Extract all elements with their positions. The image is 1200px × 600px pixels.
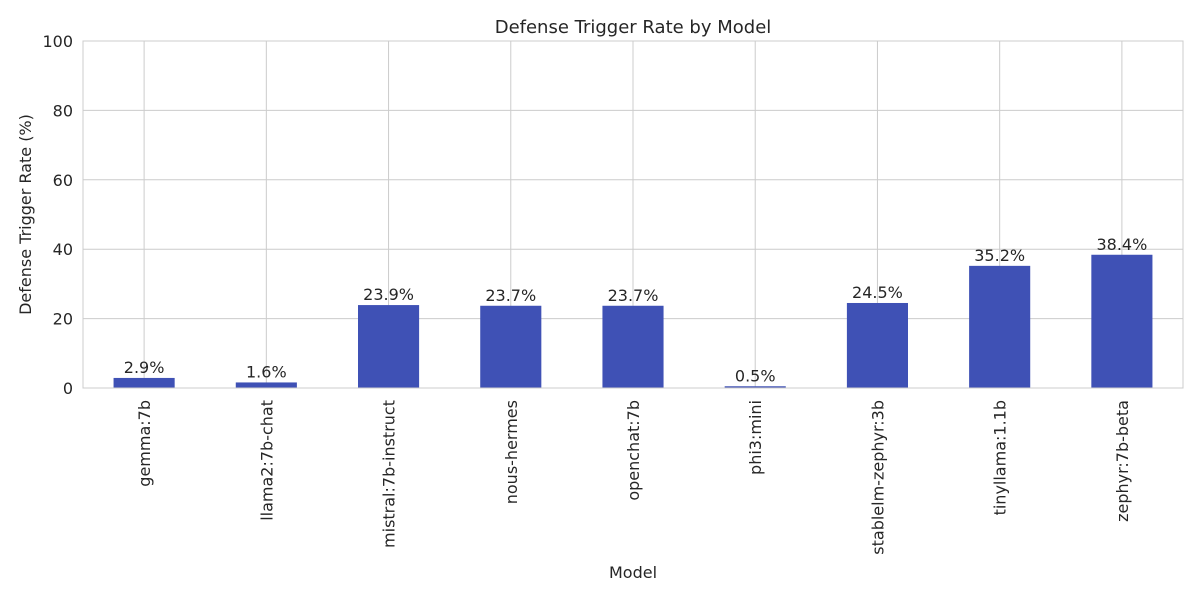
plot-frame xyxy=(82,40,1184,389)
bars xyxy=(113,254,1153,388)
y-tick-label: 60 xyxy=(53,171,73,190)
bar-data-label: 35.2% xyxy=(974,246,1025,265)
x-tick-label: tinyllama:1.1b xyxy=(991,400,1010,515)
data-labels: 2.9% 1.6% 23.9% 23.7% 23.7% 0.5% 24.5% 35.2% 38.… xyxy=(124,235,1148,386)
bar xyxy=(846,302,908,388)
bar xyxy=(480,305,542,388)
x-tick-label: llama2:7b-chat xyxy=(257,400,276,521)
bar-data-label: 24.5% xyxy=(852,283,903,302)
x-axis-ticks: gemma:7b llama2:7b-chat mistral:7b-instruc… xyxy=(135,400,1132,555)
y-tick-label: 100 xyxy=(42,32,73,51)
bar xyxy=(358,305,420,388)
x-tick-label: gemma:7b xyxy=(135,400,154,487)
x-tick-label: nous-hermes xyxy=(502,400,521,504)
bar-data-label: 1.6% xyxy=(246,362,287,381)
bar xyxy=(602,305,664,388)
bar-data-label: 23.7% xyxy=(608,286,659,305)
x-tick-label: mistral:7b-instruct xyxy=(380,400,399,548)
bar-data-label: 38.4% xyxy=(1096,235,1147,254)
bar-data-label: 2.9% xyxy=(124,358,165,377)
bar xyxy=(113,377,175,388)
bar xyxy=(969,265,1031,388)
bar xyxy=(724,386,786,388)
y-axis-ticks: 0 20 40 60 80 100 xyxy=(42,32,73,398)
y-tick-label: 40 xyxy=(53,240,73,259)
bar xyxy=(1091,254,1153,388)
bar-data-label: 0.5% xyxy=(735,366,776,385)
x-tick-label: phi3:mini xyxy=(746,400,765,475)
y-tick-label: 20 xyxy=(53,310,73,329)
bar xyxy=(235,382,297,388)
y-axis-label: Defense Trigger Rate (%) xyxy=(16,114,35,315)
bar-data-label: 23.7% xyxy=(485,286,536,305)
x-tick-label: openchat:7b xyxy=(624,400,643,501)
x-tick-label: zephyr:7b-beta xyxy=(1113,400,1132,522)
y-tick-label: 0 xyxy=(63,379,73,398)
bar-data-label: 23.9% xyxy=(363,285,414,304)
x-tick-label: stablelm-zephyr:3b xyxy=(868,400,887,555)
chart-title: Defense Trigger Rate by Model xyxy=(495,17,772,38)
y-tick-label: 80 xyxy=(53,101,73,120)
x-axis-label: Model xyxy=(609,563,657,582)
